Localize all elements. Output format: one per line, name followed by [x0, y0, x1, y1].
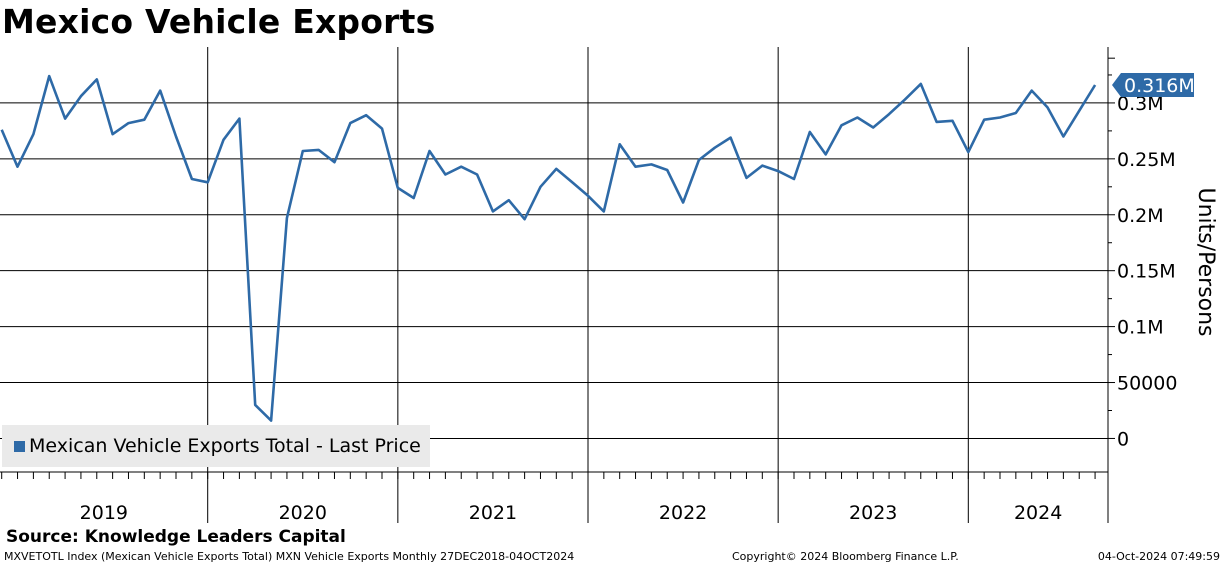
grid — [0, 47, 1108, 523]
y-axis: 0.3M 0.25M 0.2M 0.15M 0.1M 50000 0 — [1108, 57, 1177, 450]
footer-index-info: MXVETOTL Index (Mexican Vehicle Exports … — [4, 550, 575, 563]
y-tick-label: 0.1M — [1117, 317, 1164, 339]
y-tick-label: 0.2M — [1117, 205, 1164, 227]
footer-copyright: Copyright© 2024 Bloomberg Finance L.P. — [732, 550, 959, 563]
line-chart: 2019 2020 2021 2022 2023 2024 0.3M0.25M0.2M0.… — [0, 47, 1218, 524]
source-note: Source: Knowledge Leaders Capital — [6, 527, 346, 547]
last-value-box — [1112, 73, 1194, 98]
legend-swatch — [14, 440, 25, 452]
series-line-mexican-vehicle-exports — [0, 74, 1097, 422]
footer-timestamp: 04-Oct-2024 07:49:59 — [1097, 550, 1220, 563]
year-label: 2022 — [659, 502, 707, 524]
last-value-label: 0.316M — [1124, 75, 1195, 97]
plot-frame — [0, 47, 1109, 523]
x-axis-years: 2019 2020 2021 2022 2023 2024 — [80, 502, 1063, 524]
year-label: 2020 — [279, 502, 327, 524]
year-label: 2019 — [80, 502, 128, 524]
y-axis-label: Units/Persons — [1193, 187, 1218, 336]
year-label: 2023 — [849, 502, 897, 524]
y-tick-label: 0.25M — [1117, 149, 1176, 171]
legend: Mexican Vehicle Exports Total - Last Pri… — [2, 425, 430, 467]
legend-label: Mexican Vehicle Exports Total - Last Pri… — [29, 435, 421, 457]
y-tick-label: 0.3M — [1117, 93, 1164, 115]
y-tick-label: 50000 — [1117, 373, 1177, 395]
chart-title: Mexico Vehicle Exports — [2, 2, 436, 41]
year-label: 2024 — [1014, 502, 1062, 524]
last-value-layer: 0.316M — [1112, 73, 1195, 98]
series-layer — [0, 74, 1097, 422]
y-tick-label: 0 — [1117, 428, 1129, 450]
y-tick-label: 0.15M — [1117, 261, 1176, 283]
year-label: 2021 — [469, 502, 517, 524]
